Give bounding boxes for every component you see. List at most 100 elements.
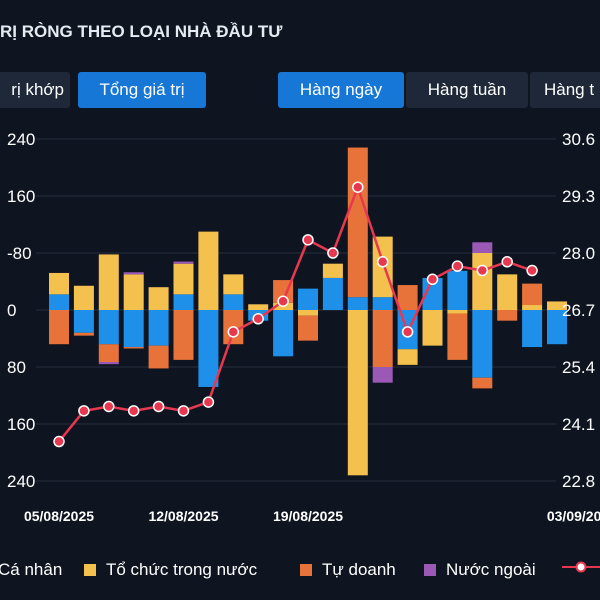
x-tick-label: 03/09/2025 (547, 508, 600, 524)
index-point (227, 326, 240, 338)
bar-tu-doanh (472, 377, 493, 389)
bar-tu-doanh (73, 332, 94, 336)
index-point (103, 400, 115, 413)
bar-ca-nhan (223, 294, 244, 310)
bar-to-chuc (497, 274, 518, 310)
y-left-tick-label: 160 (7, 415, 35, 434)
index-point (327, 247, 339, 259)
bar-to-chuc (173, 263, 194, 295)
bar-tu-doanh (298, 315, 318, 341)
y-left-tick-label: 240 (7, 472, 35, 491)
bar-to-chuc (397, 349, 418, 365)
toggle-hang-thang-button[interactable]: Hàng t (530, 72, 600, 108)
y-left-tick-label: -80 (7, 244, 32, 263)
legend-swatch-to-chuc (84, 564, 96, 576)
legend-swatch-index (562, 561, 600, 573)
x-tick-label: 05/08/2025 (24, 508, 94, 524)
toggle-tong-gia-tri-button[interactable]: Tổng giá trị (78, 72, 206, 108)
bar-tu-doanh (123, 347, 144, 349)
bar-to-chuc (123, 274, 144, 310)
axis-labels: 240 160 80 0 -80 160 240 22.8 24.1 25.4 26.7 28.0 29… (7, 130, 600, 524)
index-point (476, 264, 489, 277)
index-point (152, 400, 165, 413)
bar-nuoc-ngoai (173, 261, 194, 264)
index-point (127, 405, 140, 417)
y-left-tick-label: 0 (7, 301, 16, 320)
y-right-tick-label: 28.0 (562, 244, 595, 263)
bar-tu-doanh (347, 147, 368, 298)
bar-nuoc-ngoai (98, 362, 119, 365)
legend-label-tu-doanh: Tự doanh (322, 560, 396, 579)
toggle-khop-button[interactable]: rị khớp (0, 72, 70, 108)
index-point (302, 234, 314, 246)
legend-swatch-ca-nhan-partial (4, 565, 16, 577)
y-right-tick-label: 24.1 (562, 415, 595, 434)
bar-ca-nhan (98, 310, 119, 345)
legend-item-ca-nhan[interactable]: Cá nhân (0, 560, 62, 580)
bar-tu-doanh (522, 283, 543, 306)
index-point (401, 326, 414, 338)
legend-swatch-nuoc-ngoai (424, 564, 436, 576)
bar-to-chuc (298, 310, 318, 316)
bar-to-chuc (472, 253, 493, 310)
x-tick-label: 19/08/2025 (273, 508, 343, 524)
bar-tu-doanh (49, 310, 69, 345)
legend: Cá nhân Tổ chức trong nước Tự doanh Nước… (0, 558, 600, 588)
bar-nuoc-ngoai (472, 242, 493, 253)
bar-to-chuc (248, 304, 269, 310)
x-tick-label: 12/08/2025 (148, 508, 218, 524)
index-point (451, 260, 464, 272)
legend-item-to-chuc[interactable]: Tổ chức trong nước (84, 560, 257, 580)
bar-ca-nhan (173, 294, 194, 310)
y-right-tick-label: 22.8 (562, 472, 595, 491)
bar-to-chuc (49, 272, 69, 295)
legend-swatch-tu-doanh (300, 564, 312, 576)
bar-ca-nhan (123, 310, 144, 348)
bar-to-chuc (347, 310, 368, 476)
legend-label-ca-nhan: Cá nhân (0, 560, 63, 579)
bar-ca-nhan (273, 310, 294, 357)
index-point (78, 405, 90, 417)
bar-tu-doanh (397, 285, 418, 310)
y-left-tick-label: 160 (7, 187, 35, 206)
page-title: RỊ RÒNG THEO LOẠI NHÀ ĐẦU TƯ (0, 22, 283, 41)
y-right-tick-label: 25.4 (562, 358, 595, 377)
bar-to-chuc (447, 310, 468, 314)
bar-tu-doanh (148, 345, 169, 369)
legend-item-nuoc-ngoai[interactable]: Nước ngoài (424, 560, 536, 580)
bar-ca-nhan (148, 310, 169, 346)
bar-nuoc-ngoai (372, 367, 393, 383)
bars (49, 147, 567, 476)
bar-ca-nhan (447, 270, 468, 310)
bar-tu-doanh (497, 310, 518, 321)
bar-to-chuc (522, 305, 543, 310)
legend-item-index[interactable] (562, 560, 600, 574)
legend-item-tu-doanh[interactable]: Tự doanh (300, 560, 396, 580)
bar-ca-nhan (73, 310, 94, 333)
grid-lines (36, 138, 556, 482)
bar-tu-doanh (372, 310, 393, 367)
legend-label-nuoc-ngoai: Nước ngoài (446, 560, 536, 579)
bar-nuoc-ngoai (123, 272, 144, 275)
bar-to-chuc (148, 287, 169, 310)
bar-ca-nhan (347, 297, 368, 310)
bar-tu-doanh (173, 310, 194, 360)
bar-to-chuc (322, 263, 343, 278)
index-point (501, 256, 513, 268)
bar-ca-nhan (522, 310, 543, 348)
index-point (277, 295, 289, 307)
bar-ca-nhan (298, 288, 318, 310)
y-left-tick-label: 80 (7, 358, 26, 377)
bar-ca-nhan (49, 294, 69, 310)
bar-to-chuc (73, 285, 94, 310)
bar-tu-doanh (98, 344, 119, 363)
bar-ca-nhan (472, 310, 493, 378)
bar-tu-doanh (447, 313, 468, 360)
net-value-chart: 240 160 80 0 -80 160 240 22.8 24.1 25.4 26.7 28.0 29… (7, 130, 600, 524)
index-point (376, 256, 389, 268)
index-point (177, 405, 190, 417)
bar-to-chuc (422, 310, 443, 346)
toggle-hang-tuan-button[interactable]: Hàng tuần (406, 72, 528, 108)
legend-label-to-chuc: Tổ chức trong nước (106, 560, 258, 579)
toggle-hang-ngay-button[interactable]: Hàng ngày (278, 72, 404, 108)
